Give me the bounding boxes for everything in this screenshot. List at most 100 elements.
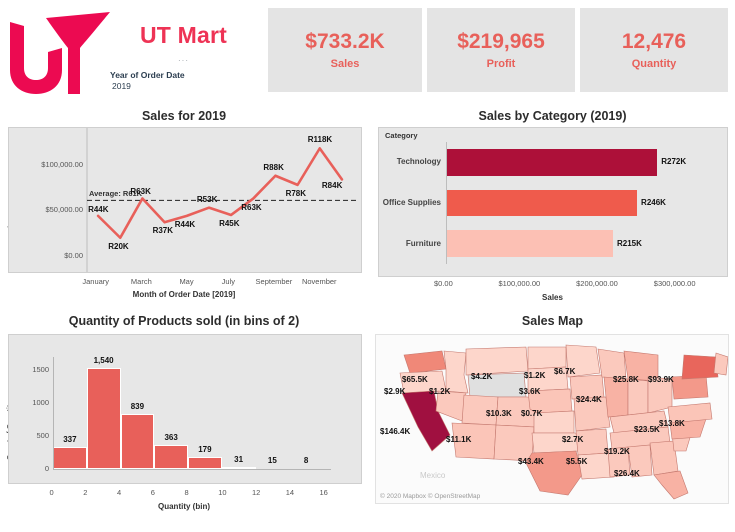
line-data-label: R78K: [285, 188, 307, 198]
map-value-label: $93.9K: [648, 375, 674, 384]
sales-line-chart-panel[interactable]: Sales for 2019 Sales $0.00$50,000.00$100…: [0, 105, 368, 305]
line-chart-plot-area[interactable]: $0.00 $50,000.00 $100,000.00 Average: R61K R…: [8, 127, 362, 273]
hist-x-tick: 4: [117, 488, 122, 497]
line-data-label: R37K: [152, 226, 174, 236]
line-data-label: R44K: [174, 219, 196, 229]
histogram-bar[interactable]: [86, 367, 121, 469]
map-state-minnesota[interactable]: [565, 344, 601, 378]
map-state-california[interactable]: [401, 390, 451, 452]
map-value-label: $19.2K: [604, 447, 630, 456]
bar-chart-title: Sales by Category (2019): [478, 109, 627, 123]
map-state-new-mexico[interactable]: [493, 424, 535, 462]
line-x-tick: May: [179, 277, 194, 286]
hist-x-tick: 10: [218, 488, 227, 497]
hist-x-tick: 2: [83, 488, 88, 497]
bar-x-tick: $0.00: [434, 279, 453, 288]
map-state-newengland[interactable]: [713, 352, 728, 376]
hist-plot-area[interactable]: 0 500 1000 1500 337 1,540 839 363 179 31 15 8: [8, 334, 362, 484]
map-value-label: $23.5K: [634, 425, 660, 434]
line-chart-average-label: Average: R61K: [89, 189, 143, 199]
map-attribution: © 2020 Mapbox © OpenStreetMap: [380, 493, 481, 500]
ut-logo-icon: [10, 12, 110, 94]
map-value-label: $2.9K: [384, 387, 406, 396]
kpi-card-sales[interactable]: $733.2K Sales: [268, 8, 422, 92]
hist-y-tick: 1500: [32, 365, 49, 375]
map-value-label: $4.2K: [471, 372, 493, 381]
hist-y-tick: 500: [36, 431, 49, 441]
kpi-profit-value: $219,965: [457, 30, 545, 54]
map-state-virginia[interactable]: [667, 402, 713, 424]
bar-category-label: Office Supplies: [382, 198, 441, 207]
sales-by-category-panel[interactable]: Sales by Category (2019) Category Techno…: [370, 105, 735, 305]
hist-x-tick: 14: [285, 488, 295, 497]
hist-x-tick: 16: [319, 488, 328, 497]
kpi-quantity-label: Quantity: [631, 57, 677, 70]
map-value-label: $24.4K: [576, 395, 602, 404]
bar-segment[interactable]: [446, 189, 638, 217]
histogram-bar[interactable]: [221, 466, 256, 469]
map-value-label: $65.5K: [402, 375, 428, 384]
map-state-georgia[interactable]: [649, 440, 679, 476]
hist-x-tick: 6: [150, 488, 155, 497]
hist-baseline: [53, 469, 331, 470]
hist-x-axis-label: Quantity (bin): [158, 502, 210, 511]
map-state-mississippi[interactable]: [607, 446, 631, 478]
hist-y-tick: 1000: [32, 398, 49, 408]
bar-x-tick: $100,000.00: [498, 279, 541, 288]
bar-segment[interactable]: [446, 148, 658, 176]
brand-title: UT Mart: [140, 22, 228, 48]
map-value-label: $26.4K: [614, 469, 640, 478]
map-value-label: $3.6K: [519, 387, 541, 396]
bar-value-label: R215K: [616, 238, 642, 248]
us-states-choropleth[interactable]: [376, 335, 728, 503]
map-state-new-york[interactable]: [681, 354, 719, 380]
sales-map-panel[interactable]: Sales Map Mexico © 2020 Mapbox © OpenStr…: [370, 310, 735, 532]
kpi-quantity-value: 12,476: [621, 30, 687, 54]
kpi-card-profit[interactable]: $219,965 Profit: [427, 8, 575, 92]
line-data-label: R20K: [108, 241, 129, 251]
brand-subtitle-dots: ···: [178, 56, 189, 65]
map-plot-area[interactable]: Mexico © 2020 Mapbox © OpenStreetMap $65…: [375, 334, 729, 504]
bar-chart-plot-area[interactable]: Category Technology R272K Office Supplies R…: [378, 127, 728, 277]
line-chart-svg: [86, 128, 357, 272]
histogram-bar[interactable]: [120, 413, 155, 469]
histogram-value-label: 1,540: [93, 355, 114, 365]
line-data-label: R118K: [307, 135, 333, 145]
map-state-indiana[interactable]: [627, 378, 649, 416]
kpi-sales-value: $733.2K: [305, 30, 385, 54]
year-filter-value[interactable]: 2019: [112, 81, 131, 91]
histogram-value-label: 363: [164, 433, 178, 443]
hist-x-tick: 12: [252, 488, 261, 497]
map-value-label: $1.2K: [429, 387, 451, 396]
kpi-card-quantity[interactable]: 12,476 Quantity: [580, 8, 728, 92]
hist-x-tick: 8: [184, 488, 189, 497]
hist-y-tick: 0: [44, 464, 49, 473]
map-state-washington[interactable]: [403, 350, 447, 374]
bar-segment[interactable]: [446, 230, 613, 258]
map-state-florida[interactable]: [653, 470, 689, 500]
map-value-label: $2.7K: [562, 435, 584, 444]
line-data-label: R44K: [88, 204, 109, 214]
histogram-bar[interactable]: [53, 446, 87, 469]
line-chart-x-axis-label: Month of Order Date [2019]: [132, 290, 236, 299]
line-data-label: R45K: [219, 218, 240, 228]
map-state-louisiana[interactable]: [577, 452, 615, 480]
bar-chart-x-axis-label: Sales: [542, 293, 563, 302]
line-y-tick: $0.00: [64, 251, 83, 260]
map-state-north-dakota[interactable]: [527, 346, 567, 370]
map-value-label: $0.7K: [521, 409, 543, 418]
map-state-alabama[interactable]: [627, 444, 653, 478]
bar-x-tick: $300,000.00: [653, 279, 696, 288]
map-state-montana[interactable]: [465, 346, 529, 376]
histogram-bar[interactable]: [188, 457, 222, 469]
quantity-histogram-panel[interactable]: Quantity of Products sold (in bins of 2)…: [0, 310, 368, 532]
histogram-value-label: 31: [234, 454, 244, 464]
bar-value-label: R246K: [641, 198, 666, 207]
line-data-label: R63K: [241, 202, 262, 212]
map-state-texas[interactable]: [525, 450, 583, 496]
map-state-missouri[interactable]: [573, 396, 611, 432]
line-x-tick: July: [221, 277, 236, 286]
kpi-profit-label: Profit: [486, 57, 516, 70]
histogram-bar[interactable]: [154, 445, 188, 469]
